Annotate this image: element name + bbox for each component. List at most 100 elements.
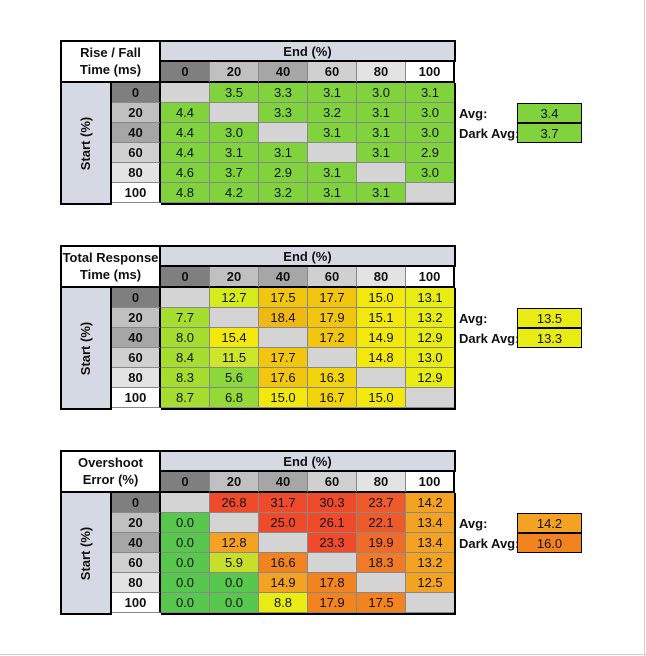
table-cell: 12.8: [210, 533, 259, 553]
column-header: 100: [406, 472, 455, 493]
dark-avg-label: Dark Avg:: [459, 535, 520, 551]
table-cell: 14.9: [357, 328, 406, 348]
table-cell: 3.0: [406, 163, 455, 183]
column-header: 80: [357, 267, 406, 288]
column-header: 20: [210, 267, 259, 288]
table-cell: 3.0: [210, 123, 259, 143]
table-cell: [308, 143, 357, 163]
table-cell: 4.4: [161, 143, 210, 163]
caption-line: Error (%): [82, 472, 139, 488]
table-cell: 0.0: [210, 593, 259, 613]
table-cell: 2.9: [259, 163, 308, 183]
table-cell: 13.2: [406, 553, 455, 573]
column-header: 0: [161, 267, 210, 288]
table-cell: 0.0: [210, 573, 259, 593]
table-cell: 3.1: [308, 123, 357, 143]
table-cell: 23.7: [357, 493, 406, 513]
end-axis-header: End (%): [161, 450, 456, 472]
table-cell: 14.2: [406, 493, 455, 513]
table-cell: [357, 163, 406, 183]
table-cell: 13.1: [406, 288, 455, 308]
column-header: 60: [308, 267, 357, 288]
table-cell: 8.0: [161, 328, 210, 348]
table-cell: 3.3: [259, 103, 308, 123]
table-cell: 17.5: [357, 593, 406, 613]
table-cell: [308, 348, 357, 368]
start-axis-header: Start (%): [60, 83, 112, 205]
dark-avg-value: 16.0: [517, 533, 582, 553]
dark-avg-value: 3.7: [517, 123, 582, 143]
row-header: 20: [112, 513, 161, 533]
rise-fall-table: Rise / Fall Time (ms) End (%) 0 20 40 60 80 100 S…: [60, 40, 645, 210]
column-header: 40: [259, 472, 308, 493]
table-cell: 31.7: [259, 493, 308, 513]
table-cell: 5.9: [210, 553, 259, 573]
row-header: 0: [112, 83, 161, 103]
table-cell: 11.5: [210, 348, 259, 368]
row-header: 80: [112, 163, 161, 183]
table-cell: [308, 553, 357, 573]
row-header: 0: [112, 493, 161, 513]
table-cell: 17.6: [259, 368, 308, 388]
table-cell: [210, 308, 259, 328]
table-cell: 3.3: [259, 83, 308, 103]
table-cell: 22.1: [357, 513, 406, 533]
row-header: 60: [112, 348, 161, 368]
row-header: 100: [112, 593, 161, 613]
table-cell: 8.8: [259, 593, 308, 613]
start-axis-label: Start (%): [78, 116, 94, 170]
table-cell: 18.4: [259, 308, 308, 328]
column-header: 60: [308, 62, 357, 83]
table-cell: 2.9: [406, 143, 455, 163]
table-cell: [406, 183, 455, 203]
frame-bottom-edge: [0, 654, 646, 655]
start-axis-label: Start (%): [78, 526, 94, 580]
total-response-table: Total Response Time (ms) End (%) 0 20 40 60 80 1…: [60, 245, 645, 415]
caption-line: Time (ms): [79, 62, 142, 78]
table-cell: 15.4: [210, 328, 259, 348]
table-cell: 17.9: [308, 593, 357, 613]
table-cell: 6.8: [210, 388, 259, 408]
table-cell: 7.7: [161, 308, 210, 328]
avg-label: Avg:: [459, 515, 488, 531]
column-header: 100: [406, 62, 455, 83]
table-cell: 17.7: [308, 288, 357, 308]
table-cell: 12.5: [406, 573, 455, 593]
table-cell: [259, 123, 308, 143]
table-cell: 25.0: [259, 513, 308, 533]
dark-avg-label: Dark Avg:: [459, 330, 520, 346]
table-cell: 3.2: [259, 183, 308, 203]
table-cell: 14.9: [259, 573, 308, 593]
dark-avg-label: Dark Avg:: [459, 125, 520, 141]
row-header: 20: [112, 308, 161, 328]
table-cell: 3.1: [357, 103, 406, 123]
table-cell: [259, 533, 308, 553]
table-caption: Overshoot Error (%): [60, 450, 161, 493]
start-axis-header: Start (%): [60, 288, 112, 410]
table-cell: 3.1: [406, 83, 455, 103]
table-cell: 23.3: [308, 533, 357, 553]
table-cell: [161, 493, 210, 513]
caption-line: Overshoot: [77, 454, 143, 470]
table-cell: 17.2: [308, 328, 357, 348]
row-header: 100: [112, 388, 161, 408]
table-cell: 8.4: [161, 348, 210, 368]
caption-line: Total Response: [62, 249, 159, 265]
table-cell: 5.6: [210, 368, 259, 388]
table-cell: 4.4: [161, 103, 210, 123]
start-axis-label: Start (%): [78, 321, 94, 375]
table-cell: 15.0: [357, 388, 406, 408]
table-cell: 4.6: [161, 163, 210, 183]
avg-label: Avg:: [459, 105, 488, 121]
table-cell: 12.9: [406, 328, 455, 348]
table-cell: 26.8: [210, 493, 259, 513]
column-header: 20: [210, 472, 259, 493]
column-header: 40: [259, 267, 308, 288]
table-cell: 17.8: [308, 573, 357, 593]
table-cell: 30.3: [308, 493, 357, 513]
avg-value: 3.4: [517, 103, 582, 123]
table-cell: 12.9: [406, 368, 455, 388]
start-axis-header: Start (%): [60, 493, 112, 615]
table-cell: 3.1: [210, 143, 259, 163]
table-caption: Total Response Time (ms): [60, 245, 161, 288]
